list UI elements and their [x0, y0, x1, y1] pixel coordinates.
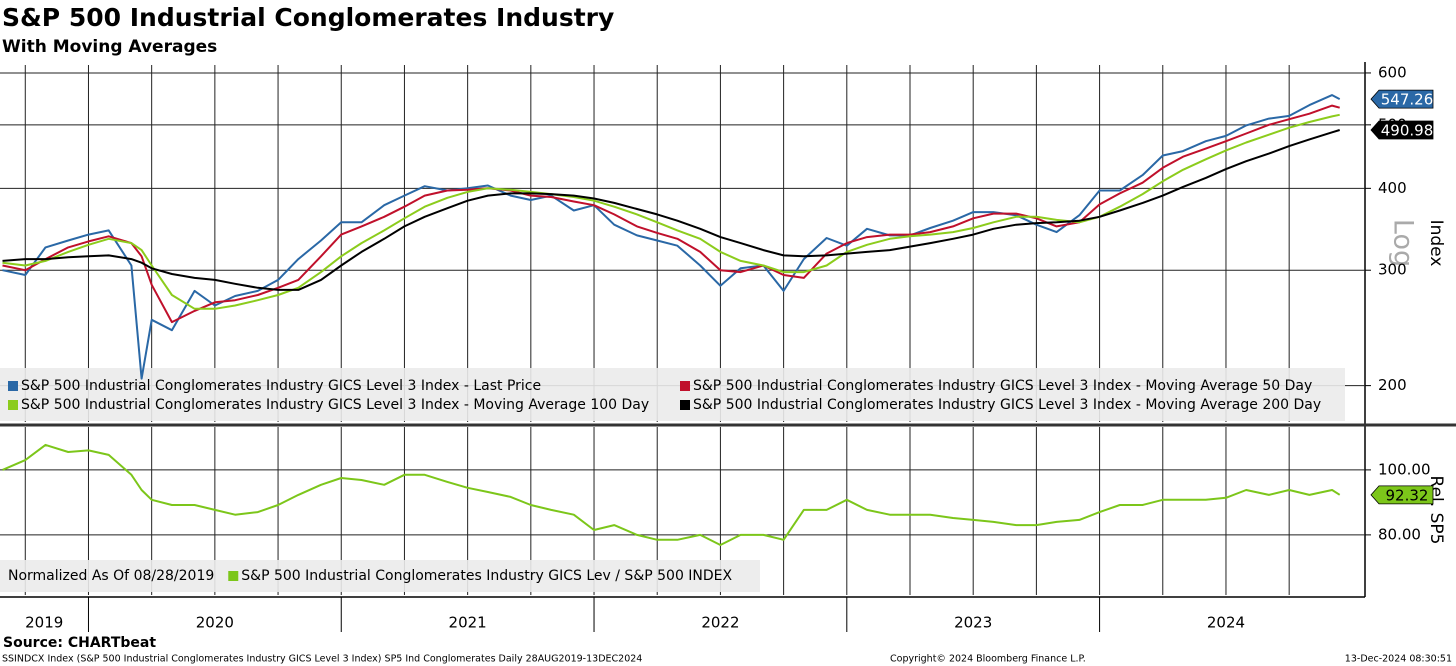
- description: SSINDCX Index (S&P 500 Industrial Conglo…: [2, 654, 642, 665]
- legend-label: S&P 500 Industrial Conglomerates Industr…: [693, 378, 1312, 394]
- y-axis-label: Index: [1426, 220, 1446, 267]
- legend-label: S&P 500 Industrial Conglomerates Industr…: [21, 378, 541, 394]
- x-tick-label: 2021: [449, 614, 487, 632]
- x-tick-label: 2024: [1207, 614, 1245, 632]
- panel-separator: [0, 423, 1456, 427]
- x-tick-label: 2020: [196, 614, 234, 632]
- legend-marker: [680, 381, 690, 391]
- legend-label: S&P 500 Industrial Conglomerates Industr…: [21, 397, 649, 413]
- series-line: [2, 129, 1340, 291]
- copyright: Copyright© 2024 Bloomberg Finance L.P.: [890, 654, 1086, 665]
- legend-label: S&P 500 Industrial Conglomerates Industr…: [241, 568, 732, 584]
- y-tick-label: 80.00: [1378, 525, 1421, 543]
- y-tick-label: 200: [1378, 376, 1407, 394]
- chart-title: S&P 500 Industrial Conglomerates Industr…: [2, 3, 614, 32]
- value-tag-label: 92.32: [1386, 486, 1429, 504]
- y-tick-label: 400: [1378, 179, 1407, 197]
- value-tag: [1370, 89, 1434, 109]
- source: Source: CHARTbeat: [3, 635, 156, 651]
- chart-subtitle: With Moving Averages: [2, 37, 217, 57]
- value-tag: [1370, 485, 1434, 505]
- timestamp: 13-Dec-2024 08:30:51: [1345, 654, 1452, 665]
- x-tick-label: 2019: [25, 614, 63, 632]
- legend-marker: [8, 381, 18, 391]
- legend-note: Normalized As Of 08/28/2019: [8, 568, 214, 584]
- y-tick-label: 300: [1378, 261, 1407, 279]
- series-line: [2, 113, 1340, 310]
- scale-label: Log: [1388, 219, 1419, 267]
- value-tag: [1370, 120, 1434, 140]
- y-tick-label: 600: [1378, 63, 1407, 81]
- legend-marker: [680, 400, 690, 410]
- legend-marker: [228, 571, 239, 581]
- value-tag-label: 547.26: [1381, 91, 1434, 109]
- series-line: [2, 104, 1340, 324]
- series-line: [2, 443, 1341, 546]
- legend-box: [0, 560, 760, 592]
- value-tag-label: 490.98: [1381, 122, 1434, 140]
- x-tick-label: 2023: [954, 614, 992, 632]
- x-tick-label: 2022: [701, 614, 739, 632]
- legend-box: [0, 368, 1345, 421]
- y-tick-label: 100.00: [1378, 460, 1431, 478]
- legend-marker: [8, 400, 18, 410]
- legend-label: S&P 500 Industrial Conglomerates Industr…: [693, 397, 1321, 413]
